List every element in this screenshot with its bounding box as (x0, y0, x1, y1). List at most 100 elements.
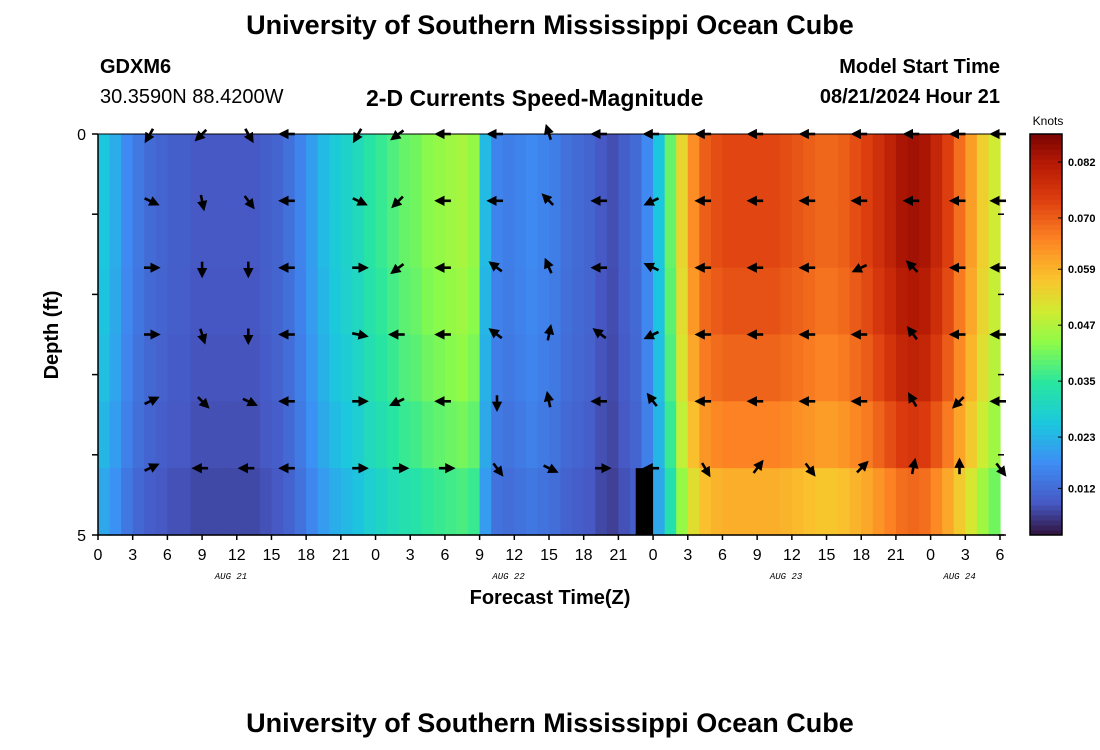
heatmap-cell (363, 468, 377, 536)
colorbar-segment (1030, 149, 1062, 155)
heatmap-cell (653, 267, 666, 336)
current-vector (197, 328, 208, 345)
current-vector (700, 462, 711, 478)
heatmap-cell (363, 200, 377, 269)
current-vector (196, 396, 210, 409)
heatmap-cell (178, 401, 192, 469)
x-tick-label: 9 (753, 547, 762, 564)
heatmap-cell (780, 334, 793, 402)
x-tick-label: 6 (718, 547, 727, 564)
x-tick-label: 21 (332, 547, 350, 564)
heatmap-cell (387, 401, 400, 469)
colorbar-segment (1030, 444, 1062, 451)
heatmap-cell (155, 134, 168, 202)
current-vector (351, 329, 369, 340)
colorbar-segment (1030, 354, 1062, 361)
heatmap-cell (549, 334, 562, 402)
heatmap-cell (780, 200, 793, 269)
heatmap-cell (988, 401, 1001, 469)
heatmap-cell (872, 334, 885, 402)
heatmap-cell (178, 200, 192, 269)
heatmap-cell (121, 134, 134, 202)
heatmap-cell (664, 468, 677, 536)
heatmap-cell (329, 468, 342, 536)
heatmap-cell (121, 401, 134, 469)
heatmap-cell (988, 267, 1001, 336)
heatmap-cell (791, 267, 805, 336)
heatmap-cell (814, 401, 828, 469)
heatmap-cell (814, 267, 828, 336)
heatmap-cell (872, 200, 885, 269)
x-date-label: AUG 24 (942, 572, 975, 582)
colorbar-segment (1030, 439, 1062, 446)
heatmap-cell (734, 200, 747, 269)
heatmap-cell (988, 200, 1001, 269)
heatmap-cell (283, 267, 296, 336)
heatmap-cell (248, 134, 261, 202)
colorbar-segment (1030, 314, 1062, 320)
heatmap-cell (144, 468, 157, 536)
heatmap-cell (907, 468, 920, 536)
heatmap-cell (953, 267, 966, 336)
heatmap-cell (190, 468, 203, 536)
heatmap-cell (98, 134, 111, 202)
heatmap-cell (572, 134, 585, 202)
heatmap-cell (132, 134, 145, 202)
colorbar-segment (1030, 289, 1062, 295)
heatmap-cell (537, 134, 550, 202)
heatmap-cell (121, 267, 134, 336)
heatmap-cell (329, 267, 342, 336)
heatmap-cell (363, 134, 377, 202)
heatmap-cell (583, 200, 596, 269)
heatmap-cell (710, 134, 724, 202)
colorbar-segment (1030, 319, 1062, 325)
heatmap-cell (849, 334, 862, 402)
heatmap-cell (502, 401, 515, 469)
heatmap-cell (236, 134, 249, 202)
heatmap-cell (549, 468, 562, 536)
heatmap-cell (144, 134, 157, 202)
heatmap-cell (398, 267, 411, 336)
heatmap-cell (259, 267, 273, 336)
heatmap-cell (340, 200, 354, 269)
heatmap-cell (710, 468, 724, 536)
heatmap-cell (641, 267, 654, 336)
heatmap-cell (213, 334, 226, 402)
heatmap-cell (641, 200, 654, 269)
heatmap-cell (271, 134, 284, 202)
heatmap-cell (895, 334, 909, 402)
heatmap-cell (352, 334, 365, 402)
heatmap-cell (491, 468, 504, 536)
heatmap-cell (410, 401, 423, 469)
heatmap-cell (768, 267, 781, 336)
heatmap-cell (745, 267, 758, 336)
heatmap-cell (687, 267, 700, 336)
colorbar-tick-label: 0.012 (1068, 483, 1096, 495)
heatmap-cell (757, 200, 770, 269)
heatmap-cell (167, 134, 180, 202)
x-tick-label: 18 (297, 547, 315, 564)
x-tick-label: 15 (540, 547, 558, 564)
heatmap-cell (930, 134, 943, 202)
heatmap-cell (803, 468, 816, 536)
heatmap-cell (653, 468, 666, 536)
colorbar-segment (1030, 194, 1062, 200)
heatmap-cell (121, 468, 134, 536)
model-start-label: Model Start Time (839, 56, 1000, 78)
heatmap-cell (768, 334, 781, 402)
x-tick-label: 21 (609, 547, 627, 564)
colorbar-segment (1030, 209, 1062, 215)
heatmap-cell (699, 200, 712, 269)
heatmap-cell (375, 200, 388, 269)
heatmap-cell (942, 200, 955, 269)
heatmap-cell (329, 334, 342, 402)
footer-title: University of Southern Mississippi Ocean… (246, 708, 854, 738)
heatmap-cell (803, 134, 816, 202)
heatmap-cell (629, 267, 643, 336)
heatmap-cell (814, 134, 828, 202)
heatmap-cell (618, 401, 631, 469)
current-vector (242, 396, 258, 407)
heatmap-cell (421, 134, 434, 202)
heatmap-cell (838, 267, 851, 336)
x-tick-label: 18 (852, 547, 870, 564)
